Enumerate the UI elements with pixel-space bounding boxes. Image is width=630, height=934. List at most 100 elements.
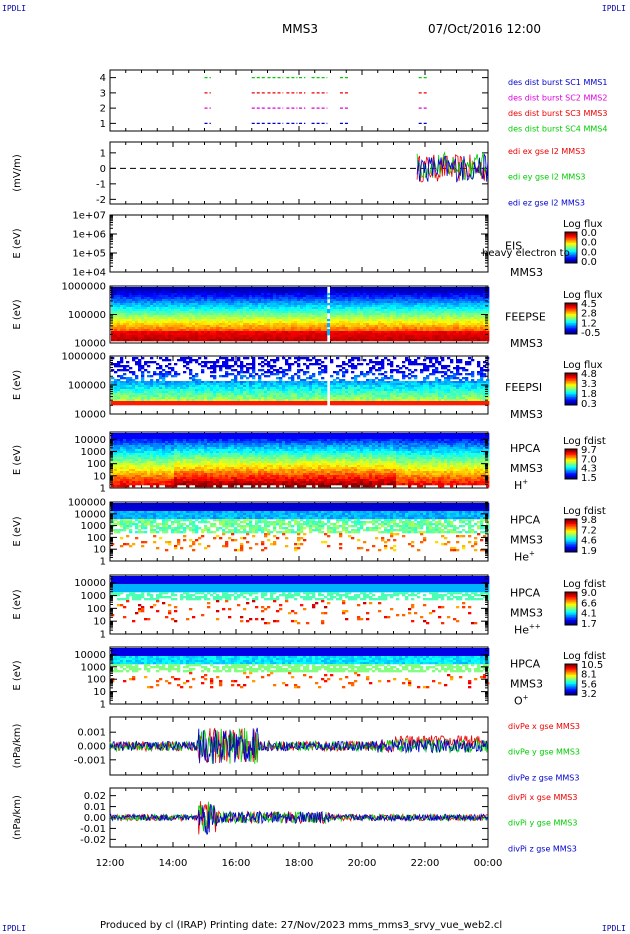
colorbar-segment (565, 259, 577, 262)
colorbar-segment (565, 523, 577, 527)
y-tick-label: -2 (96, 195, 106, 206)
colorbar-segment (565, 681, 577, 684)
panel-frame (109, 214, 489, 273)
colorbar-segment (565, 374, 577, 377)
species-label: He++ (514, 623, 541, 637)
y-tick-label: -0.02 (80, 835, 106, 846)
spacecraft-label: MMS3 (510, 534, 543, 547)
series-trace (109, 727, 488, 764)
y-axis-label: (nPa/km) (12, 795, 23, 840)
y-axis-label: E (eV) (12, 445, 23, 475)
spacecraft-label: MMS3 (510, 408, 543, 421)
colorbar-tick-label: 9.0 (581, 588, 597, 599)
colorbar-segment (565, 242, 577, 245)
colorbar (565, 449, 577, 480)
y-axis-label: E (eV) (12, 370, 23, 400)
species-charge-label: ++ (529, 623, 541, 631)
instrument-label: FEEPSE (505, 311, 546, 324)
colorbar-tick-label: 9.8 (581, 515, 597, 526)
y-tick-label: 0.000 (77, 742, 106, 753)
colorbar-segment (565, 449, 577, 451)
legend-entry: divPe y gse MMS3 (508, 748, 580, 757)
header-spacecraft: MMS3 (282, 22, 318, 36)
colorbar-segment (565, 455, 577, 457)
legend-entry: des dist burst SC3 MMS3 (508, 109, 607, 118)
corner-label-top-left: IPDLI (2, 4, 27, 13)
y-tick-label: 1000 (81, 521, 106, 532)
colorbar-segment (565, 682, 577, 685)
colorbar-segment (565, 473, 577, 475)
colorbar-segment (565, 464, 577, 466)
y-tick-label: 10 (93, 687, 106, 698)
colorbar-tick-label: 7.2 (581, 525, 597, 536)
colorbar-segment (565, 467, 577, 469)
colorbar-segment (565, 459, 577, 462)
colorbar-segment (565, 329, 577, 332)
species-charge-label: + (523, 694, 529, 702)
colorbar-segment (565, 392, 577, 395)
colorbar-segment (565, 381, 577, 384)
colorbar-frame (564, 663, 578, 696)
y-axis-label: E (eV) (12, 516, 23, 546)
instrument-label: FEEPSI (505, 381, 542, 394)
colorbar-segment (565, 545, 577, 548)
colorbar-segment (565, 309, 577, 312)
colorbar-segment (565, 520, 577, 523)
colorbar-segment (565, 673, 577, 676)
colorbar-segment (565, 533, 577, 536)
colorbar-tick-label: 5.6 (581, 679, 597, 690)
spectrogram-image (111, 433, 490, 488)
colorbar-segment (565, 456, 577, 459)
legend-entry: divPe x gse MMS3 (508, 722, 580, 731)
colorbar-segment (565, 376, 577, 379)
legend-entry: divPi z gse MMS3 (508, 844, 577, 853)
colorbar-segment (565, 403, 577, 406)
colorbar-segment (565, 476, 577, 478)
colorbar-segment (565, 667, 577, 670)
y-tick-label: 10000 (74, 410, 106, 421)
y-tick-label: 1e+04 (72, 268, 106, 279)
colorbar-segment (565, 379, 577, 382)
y-tick-label: 2 (100, 104, 106, 115)
y-tick-label: 100000 (68, 310, 106, 321)
colorbar-title: Log fdist (563, 506, 606, 517)
colorbar-segment (565, 690, 577, 693)
legend-entry: divPe z gse MMS3 (508, 773, 579, 782)
colorbar-segment (565, 235, 577, 238)
colorbar-segment (565, 453, 577, 456)
colorbar-title: Log flux (563, 290, 603, 301)
spectrogram-image (111, 357, 490, 406)
colorbar-segment (565, 677, 577, 680)
y-axis-label: E (eV) (12, 299, 23, 329)
legend-entry: des dist burst SC1 MMS1 (508, 78, 607, 87)
colorbar-segment (565, 547, 577, 550)
colorbar-segment (565, 332, 577, 335)
colorbar-segment (565, 608, 577, 611)
x-tick-label: 12:00 (96, 858, 125, 869)
colorbar-segment (565, 397, 577, 400)
colorbar-tick-label: 1.7 (581, 619, 597, 630)
colorbar-segment (565, 676, 577, 679)
colorbar-segment (565, 236, 577, 239)
colorbar-segment (565, 313, 577, 316)
instrument-label: HPCA (510, 587, 541, 600)
colorbar-tick-label: 8.1 (581, 670, 597, 681)
colorbar-segment (565, 401, 577, 404)
y-tick-label: 1 (100, 630, 106, 641)
colorbar (565, 373, 577, 406)
series-trace (109, 804, 488, 835)
legend-entry: des dist burst SC2 MMS2 (508, 94, 607, 103)
colorbar-segment (565, 310, 577, 313)
spacecraft-label: MMS3 (510, 462, 543, 475)
spacecraft-label: MMS3 (510, 266, 543, 279)
colorbar-segment (565, 687, 577, 690)
colorbar-segment (565, 450, 577, 453)
y-tick-label: 1 (100, 557, 106, 568)
colorbar-segment (565, 522, 577, 525)
colorbar-segment (565, 611, 577, 614)
corner-label-bottom-right: IPDLI (601, 924, 626, 933)
colorbar-segment (565, 461, 577, 463)
y-tick-label: -0.001 (74, 755, 106, 766)
x-tick-label: 00:00 (474, 858, 503, 869)
